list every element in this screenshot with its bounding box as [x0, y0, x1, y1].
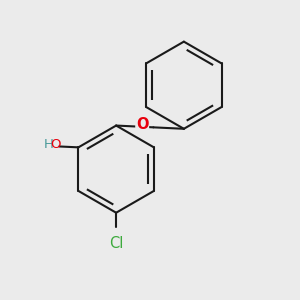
Text: Cl: Cl [109, 236, 123, 251]
Text: O: O [50, 139, 61, 152]
Text: O: O [136, 117, 148, 132]
Text: H: H [44, 139, 54, 152]
